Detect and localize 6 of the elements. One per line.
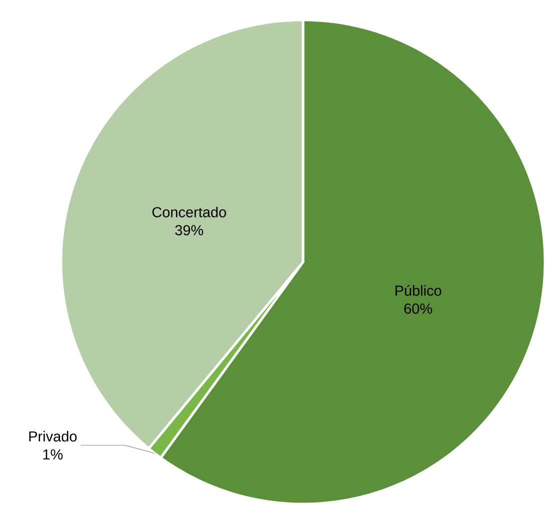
data-label: 39%	[175, 225, 204, 236]
data-label: 1%	[43, 449, 63, 460]
data-label: 60%	[404, 304, 432, 314]
slice-label: Público	[395, 284, 442, 296]
slice-label: Concertado	[152, 206, 226, 218]
slice-label: Privado	[29, 430, 77, 442]
